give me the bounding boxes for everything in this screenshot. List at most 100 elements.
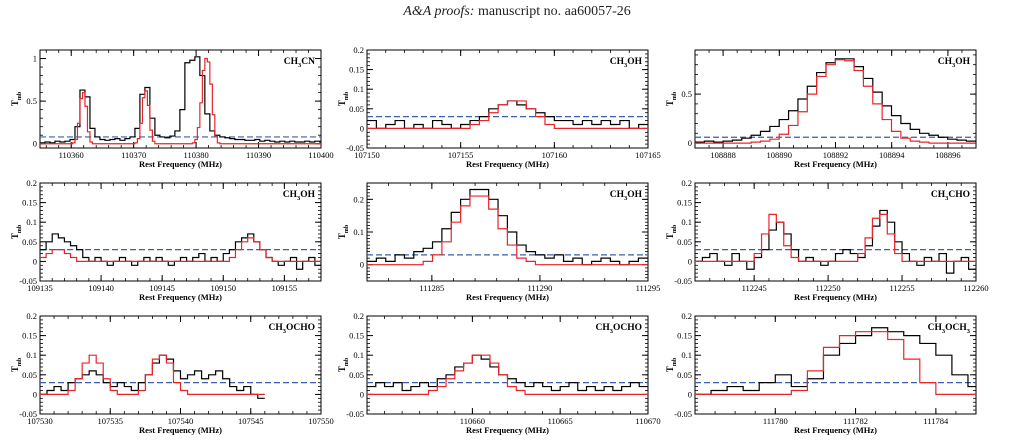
y-axis-label-sub: mb xyxy=(17,357,23,366)
x-tick-label: 107155 xyxy=(448,150,474,160)
x-tick-label: 107535 xyxy=(98,416,124,426)
y-tick-label: 0.1 xyxy=(353,350,364,360)
model-spectrum xyxy=(367,100,648,129)
spectrum-panel-6: 112245 112250 112255 112260 -0.05 0 0.05 0.1 0.1… xyxy=(665,178,989,302)
molecule-label: CH3CN xyxy=(284,57,315,69)
y-axis-label-sub: mb xyxy=(17,91,23,100)
x-tick-label: 110665 xyxy=(548,416,573,426)
y-tick-label: 0.15 xyxy=(22,198,37,208)
y-tick-label: 0 xyxy=(688,389,692,399)
x-tick-label: 108896 xyxy=(935,150,961,160)
molecule-label: CH3OH xyxy=(938,57,971,69)
y-tick-label: 0.15 xyxy=(677,198,692,208)
y-tick-label: 0.1 xyxy=(681,217,692,227)
x-tick-label: 108890 xyxy=(767,150,793,160)
y-tick-label: 0.15 xyxy=(22,331,37,341)
observed-spectrum xyxy=(367,188,648,266)
data-group xyxy=(367,188,648,266)
data-group xyxy=(695,327,976,395)
y-tick-label: 0 xyxy=(33,139,37,149)
y-tick-label: 0.05 xyxy=(349,104,364,114)
data-group xyxy=(40,56,321,145)
y-axis-label: Tmb xyxy=(10,357,23,372)
x-axis-label: Rest Frequency (MHz) xyxy=(139,159,222,169)
y-axis-label-main: T xyxy=(10,233,20,239)
y-axis-label-sub: mb xyxy=(17,224,23,233)
y-tick-label: 0.1 xyxy=(353,227,364,237)
y-tick-label: 0.2 xyxy=(681,178,692,188)
molecule-label: CH3OCHO xyxy=(595,323,642,335)
y-axis-label-main: T xyxy=(337,100,347,106)
observed-spectrum xyxy=(695,58,976,143)
y-axis-label-main: T xyxy=(10,366,20,372)
molecule-label: CH3OH xyxy=(610,57,643,69)
y-tick-label: -0.05 xyxy=(674,276,692,286)
y-tick-label: -0.05 xyxy=(346,409,364,419)
y-tick-label: 0 xyxy=(33,389,37,399)
model-spectrum xyxy=(695,331,976,395)
x-tick-label: 110360 xyxy=(59,150,84,160)
spectrum-panel-4: 109135 109140 109145 109150 109155 -0.05 0 0.05… xyxy=(10,178,322,302)
x-axis-label: Rest Frequency (MHz) xyxy=(794,425,877,435)
model-spectrum xyxy=(695,59,976,144)
x-tick-label: 109150 xyxy=(211,283,237,293)
x-tick-label: 111295 xyxy=(636,283,661,293)
x-tick-label: 111290 xyxy=(527,283,552,293)
y-tick-label: 0.5 xyxy=(26,96,37,106)
x-tick-label: 107530 xyxy=(27,416,53,426)
y-tick-label: 0.2 xyxy=(26,178,37,188)
data-group xyxy=(695,209,976,274)
x-axis-label: Rest Frequency (MHz) xyxy=(139,292,222,302)
x-tick-label: 112250 xyxy=(816,283,841,293)
y-tick-label: 0 xyxy=(688,256,692,266)
y-axis-label-sub: mb xyxy=(672,91,678,100)
y-tick-label: -0.05 xyxy=(674,409,692,419)
y-axis-label-main: T xyxy=(10,100,20,106)
data-group xyxy=(367,354,648,395)
y-axis-label: Tmb xyxy=(10,224,23,239)
x-tick-label: 111784 xyxy=(923,416,949,426)
x-tick-label: 107165 xyxy=(635,150,661,160)
x-axis-label: Rest Frequency (MHz) xyxy=(794,292,877,302)
page-header: A&A proofs: manuscript no. aa60057-26 xyxy=(0,4,1034,20)
model-spectrum xyxy=(695,213,976,262)
model-spectrum xyxy=(367,354,648,395)
plot-frame xyxy=(39,49,322,149)
x-tick-label: 107545 xyxy=(238,416,264,426)
x-axis-label: Rest Frequency (MHz) xyxy=(794,159,877,169)
y-tick-label: 0.2 xyxy=(353,45,364,55)
y-axis-label-main: T xyxy=(665,100,675,106)
y-axis-label-main: T xyxy=(665,366,675,372)
y-axis-label: Tmb xyxy=(10,91,23,106)
model-spectrum xyxy=(40,237,321,262)
y-tick-label: 0.2 xyxy=(26,311,37,321)
y-tick-label: 0.1 xyxy=(353,84,364,94)
y-tick-label: 0 xyxy=(360,123,364,133)
x-tick-label: 107160 xyxy=(542,150,568,160)
y-tick-label: 0.1 xyxy=(26,350,37,360)
spectrum-panel-8: 110660 110665 110670 -0.05 0 0.05 0.1 0.15 0.2 Re… xyxy=(337,311,661,435)
spectrum-panel-9: 111780 111782 111784 -0.05 0 0.05 0.1 0.15 0.2 Re… xyxy=(665,311,977,435)
y-tick-label: 0.05 xyxy=(677,370,692,380)
x-tick-label: 108892 xyxy=(823,150,849,160)
y-axis-label-main: T xyxy=(665,233,675,239)
x-tick-label: 108894 xyxy=(879,150,905,160)
molecule-label: CH3OH xyxy=(610,190,643,202)
x-axis-label: Rest Frequency (MHz) xyxy=(466,159,549,169)
molecule-label: CH3OCH3 xyxy=(928,323,971,335)
plot-frame xyxy=(39,182,322,282)
y-tick-label: 0 xyxy=(33,256,37,266)
spectrum-panel-3: 108888 108890 108892 108894 108896 0 0.5 Rest F… xyxy=(665,49,977,169)
data-group xyxy=(695,58,976,144)
x-tick-label: 111782 xyxy=(843,416,868,426)
x-axis-label: Rest Frequency (MHz) xyxy=(466,292,549,302)
x-tick-label: 107540 xyxy=(168,416,194,426)
model-spectrum xyxy=(40,57,321,145)
x-tick-label: 109135 xyxy=(27,283,53,293)
y-tick-label: -0.05 xyxy=(19,409,37,419)
y-tick-label: 0 xyxy=(360,260,364,270)
molecule-label: CH3OH xyxy=(283,190,316,202)
y-axis-label: Tmb xyxy=(665,224,678,239)
x-tick-label: 110670 xyxy=(635,416,660,426)
x-tick-label: 112255 xyxy=(889,283,914,293)
